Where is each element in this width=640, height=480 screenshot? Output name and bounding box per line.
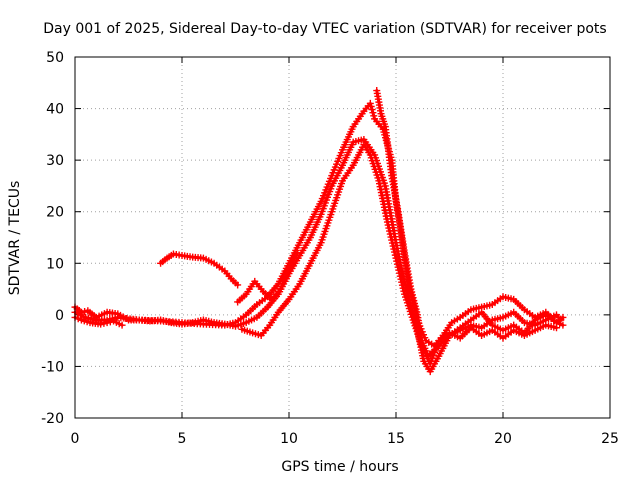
data-point (234, 281, 242, 289)
data-point (100, 319, 108, 327)
data-point (553, 324, 560, 332)
axis-ticks: 0 5 10 15 20 25 -20 -10 0 10 20 30 40 50 (41, 50, 619, 447)
data-point (366, 99, 374, 107)
x-tick-label: 20 (494, 431, 512, 447)
data-point (557, 316, 565, 324)
y-tick-label: 30 (46, 153, 64, 169)
plot-frame (74, 56, 611, 419)
x-axis-label: GPS time / hours (281, 459, 398, 475)
x-tick-label: 15 (387, 431, 405, 447)
data-point (368, 106, 376, 114)
series-trace (159, 252, 240, 287)
y-axis-label: SDTVAR / TECUs (7, 181, 23, 296)
y-tick-label: -20 (41, 411, 64, 427)
x-tick-label: 5 (178, 431, 187, 447)
data-point (74, 315, 82, 323)
data-series (71, 87, 567, 376)
y-tick-label: 50 (46, 50, 64, 66)
chart-title: Day 001 of 2025, Sidereal Day-to-day VTE… (43, 21, 606, 37)
data-point (369, 109, 377, 117)
data-point (81, 308, 89, 316)
data-point (559, 321, 567, 329)
data-point (367, 103, 375, 111)
y-tick-label: 10 (46, 256, 64, 272)
series-pass-main (71, 136, 567, 376)
series-pass-upper (71, 99, 567, 350)
data-point (370, 112, 378, 120)
data-point (103, 319, 111, 327)
series-trace (73, 138, 565, 374)
data-point (118, 321, 126, 329)
data-point (106, 318, 114, 326)
y-tick-label: 0 (55, 308, 64, 324)
grid (75, 57, 610, 418)
y-tick-label: 20 (46, 205, 64, 221)
y-tick-label: -10 (41, 359, 64, 375)
series-pass-early-hump (157, 250, 242, 289)
y-tick-label: 40 (46, 102, 64, 118)
data-point (97, 320, 105, 328)
x-tick-label: 25 (601, 431, 619, 447)
series-pass-lower (238, 141, 560, 368)
x-tick-label: 10 (280, 431, 298, 447)
x-tick-label: 0 (71, 431, 80, 447)
series-pass-mid-bump (234, 249, 302, 306)
data-point (294, 249, 302, 257)
series-pass-lowband (71, 313, 126, 329)
